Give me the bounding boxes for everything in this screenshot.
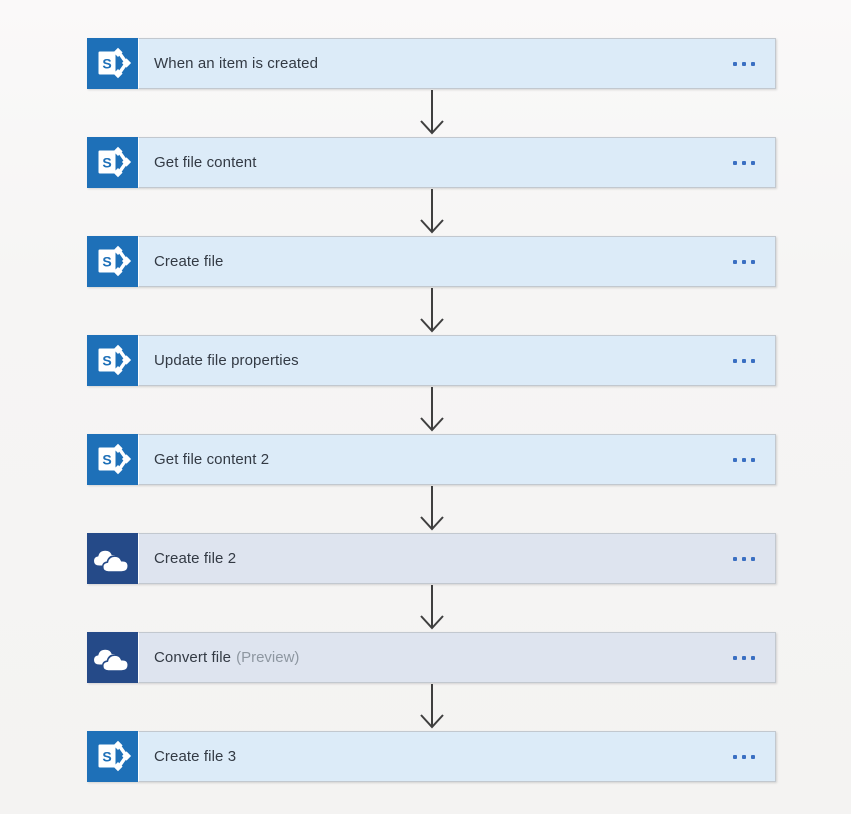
svg-text:S: S: [102, 56, 111, 72]
step-header: Get file content: [138, 137, 776, 188]
down-arrow-icon: [419, 585, 444, 630]
step-title: Get file content 2: [154, 451, 270, 468]
connector-icon-tile: S: [87, 632, 138, 683]
flow-connector: [87, 89, 776, 137]
step-title: When an item is created: [154, 55, 319, 72]
ellipsis-icon: [733, 160, 737, 165]
connector-icon-tile: S: [87, 335, 138, 386]
connector-icon-tile: S: [87, 137, 138, 188]
flow-step-card[interactable]: S Get file content 2: [87, 434, 776, 485]
step-menu-button[interactable]: [723, 336, 765, 385]
step-header: Convert file (Preview): [138, 632, 776, 683]
ellipsis-icon: [751, 259, 755, 264]
down-arrow-icon: [419, 486, 444, 531]
step-menu-button[interactable]: [723, 39, 765, 88]
step-menu-button[interactable]: [723, 534, 765, 583]
ellipsis-icon: [742, 655, 746, 660]
sharepoint-icon: S: [98, 344, 132, 376]
down-arrow-icon: [419, 189, 444, 234]
step-header: Update file properties: [138, 335, 776, 386]
svg-text:S: S: [102, 749, 111, 765]
step-title: Convert file: [154, 649, 232, 666]
sharepoint-icon: S: [98, 47, 132, 79]
flow-step-card[interactable]: S Convert file (Preview): [87, 632, 776, 683]
connector-icon-tile: S: [87, 38, 138, 89]
flow-connector: [87, 584, 776, 632]
svg-text:S: S: [102, 452, 111, 468]
step-title: Get file content: [154, 154, 257, 171]
down-arrow-icon: [419, 387, 444, 432]
step-header: Create file 3: [138, 731, 776, 782]
step-title: Update file properties: [154, 352, 299, 369]
ellipsis-icon: [751, 457, 755, 462]
ellipsis-icon: [742, 556, 746, 561]
ellipsis-icon: [733, 61, 737, 66]
step-title: Create file 2: [154, 550, 237, 567]
sharepoint-icon: S: [98, 245, 132, 277]
ellipsis-icon: [733, 259, 737, 264]
svg-text:S: S: [102, 353, 111, 369]
down-arrow-icon: [419, 684, 444, 729]
step-menu-button[interactable]: [723, 237, 765, 286]
ellipsis-icon: [742, 754, 746, 759]
ellipsis-icon: [742, 259, 746, 264]
ellipsis-icon: [742, 457, 746, 462]
flow-step-card[interactable]: S Create file 2: [87, 533, 776, 584]
flow-step-card[interactable]: S Update file properties: [87, 335, 776, 386]
flow-step-list: S When an item is created: [87, 38, 776, 782]
connector-icon-tile: S: [87, 731, 138, 782]
ellipsis-icon: [733, 358, 737, 363]
down-arrow-icon: [419, 288, 444, 333]
ellipsis-icon: [742, 61, 746, 66]
step-preview-badge: (Preview): [236, 649, 300, 666]
flow-connector: [87, 188, 776, 236]
step-header: Create file: [138, 236, 776, 287]
step-menu-button[interactable]: [723, 633, 765, 682]
flow-connector: [87, 386, 776, 434]
ellipsis-icon: [733, 457, 737, 462]
flow-connector: [87, 287, 776, 335]
flow-step-card[interactable]: S Get file content: [87, 137, 776, 188]
step-menu-button[interactable]: [723, 732, 765, 781]
step-header: Create file 2: [138, 533, 776, 584]
onedrive-icon: [94, 550, 130, 573]
connector-icon-tile: S: [87, 236, 138, 287]
flow-connector: [87, 683, 776, 731]
sharepoint-icon: S: [98, 740, 132, 772]
ellipsis-icon: [751, 61, 755, 66]
onedrive-icon: [94, 649, 130, 672]
ellipsis-icon: [751, 754, 755, 759]
flow-step-card[interactable]: S Create file 3: [87, 731, 776, 782]
connector-icon-tile: S: [87, 434, 138, 485]
step-menu-button[interactable]: [723, 138, 765, 187]
sharepoint-icon: S: [98, 443, 132, 475]
ellipsis-icon: [751, 556, 755, 561]
sharepoint-icon: S: [98, 146, 132, 178]
ellipsis-icon: [733, 655, 737, 660]
ellipsis-icon: [742, 358, 746, 363]
step-menu-button[interactable]: [723, 435, 765, 484]
step-title: Create file 3: [154, 748, 237, 765]
svg-text:S: S: [102, 254, 111, 270]
ellipsis-icon: [751, 358, 755, 363]
ellipsis-icon: [751, 160, 755, 165]
step-header: When an item is created: [138, 38, 776, 89]
ellipsis-icon: [751, 655, 755, 660]
svg-text:S: S: [102, 155, 111, 171]
ellipsis-icon: [733, 556, 737, 561]
flow-step-card[interactable]: S When an item is created: [87, 38, 776, 89]
step-header: Get file content 2: [138, 434, 776, 485]
step-title: Create file: [154, 253, 224, 270]
flow-connector: [87, 485, 776, 533]
flow-step-card[interactable]: S Create file: [87, 236, 776, 287]
ellipsis-icon: [733, 754, 737, 759]
connector-icon-tile: S: [87, 533, 138, 584]
down-arrow-icon: [419, 90, 444, 135]
ellipsis-icon: [742, 160, 746, 165]
